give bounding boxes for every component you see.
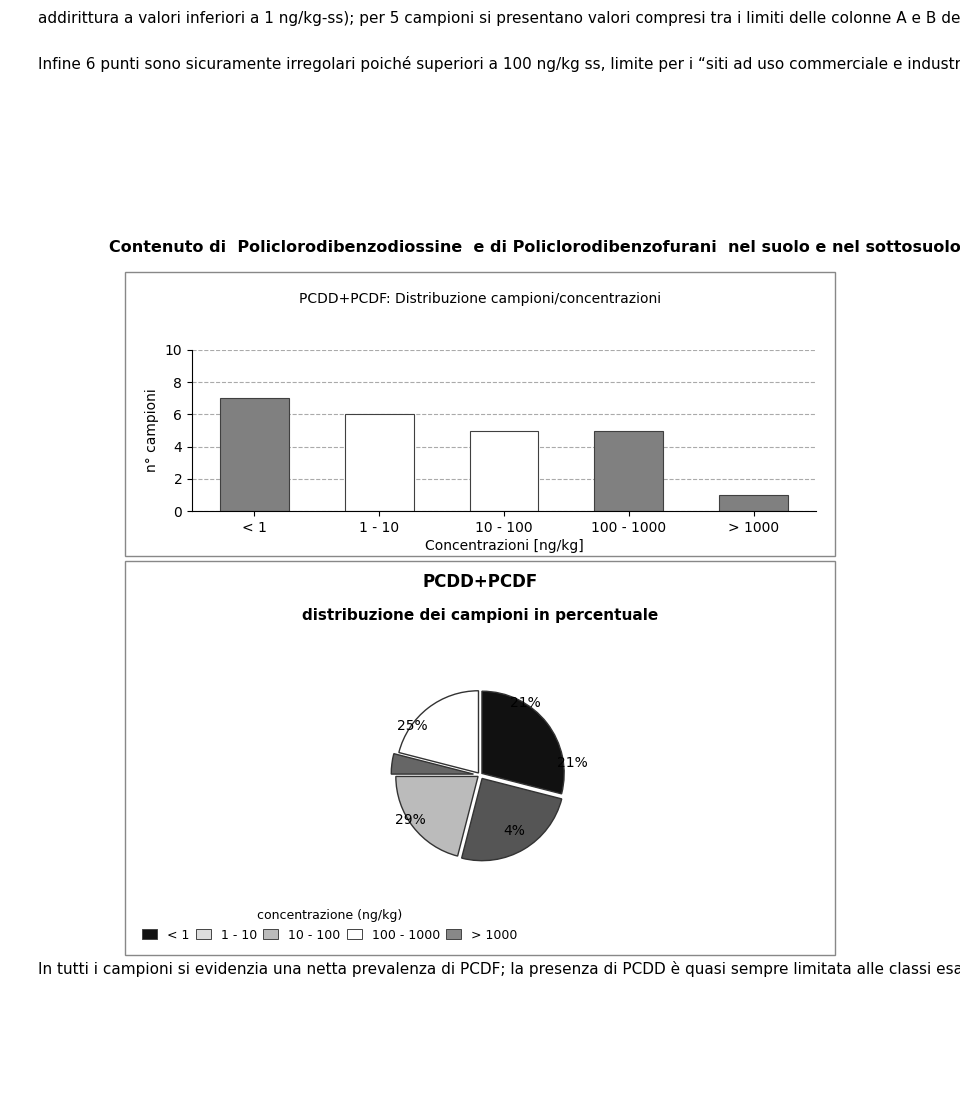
Text: 21%: 21% (510, 695, 540, 710)
Text: Contenuto di  Policlorodibenzodiossine  e di Policlorodibenzofurani  nel suolo e: Contenuto di Policlorodibenzodiossine e … (109, 240, 960, 254)
Wedge shape (462, 779, 562, 861)
Text: 29%: 29% (395, 813, 425, 828)
FancyBboxPatch shape (125, 561, 835, 955)
Legend: < 1, 1 - 10, 10 - 100, 100 - 1000, > 1000: < 1, 1 - 10, 10 - 100, 100 - 1000, > 100… (138, 905, 521, 945)
Text: PCDD+PCDF: PCDD+PCDF (422, 573, 538, 591)
Bar (594, 430, 663, 511)
Y-axis label: n° campioni: n° campioni (145, 389, 159, 472)
Text: PCDD+PCDF: Distribuzione campioni/concentrazioni: PCDD+PCDF: Distribuzione campioni/concen… (299, 292, 661, 306)
FancyBboxPatch shape (125, 272, 835, 556)
Bar (220, 398, 289, 511)
Text: distribuzione dei campioni in percentuale: distribuzione dei campioni in percentual… (301, 609, 659, 623)
Text: In tutti i campioni si evidenzia una netta prevalenza di PCDF; la presenza di PC: In tutti i campioni si evidenzia una net… (38, 961, 960, 977)
Wedge shape (398, 691, 478, 773)
Text: 4%: 4% (504, 824, 525, 838)
Text: 25%: 25% (397, 719, 428, 732)
Wedge shape (392, 753, 473, 774)
X-axis label: Concentrazioni [ng/kg]: Concentrazioni [ng/kg] (424, 539, 584, 553)
Text: addirittura a valori inferiori a 1 ng/kg-ss); per 5 campioni si presentano valor: addirittura a valori inferiori a 1 ng/kg… (38, 11, 960, 72)
Bar (345, 414, 414, 511)
Bar (469, 430, 539, 511)
Wedge shape (396, 777, 478, 857)
Wedge shape (482, 691, 564, 794)
Text: 21%: 21% (557, 755, 588, 770)
Bar (719, 494, 788, 511)
